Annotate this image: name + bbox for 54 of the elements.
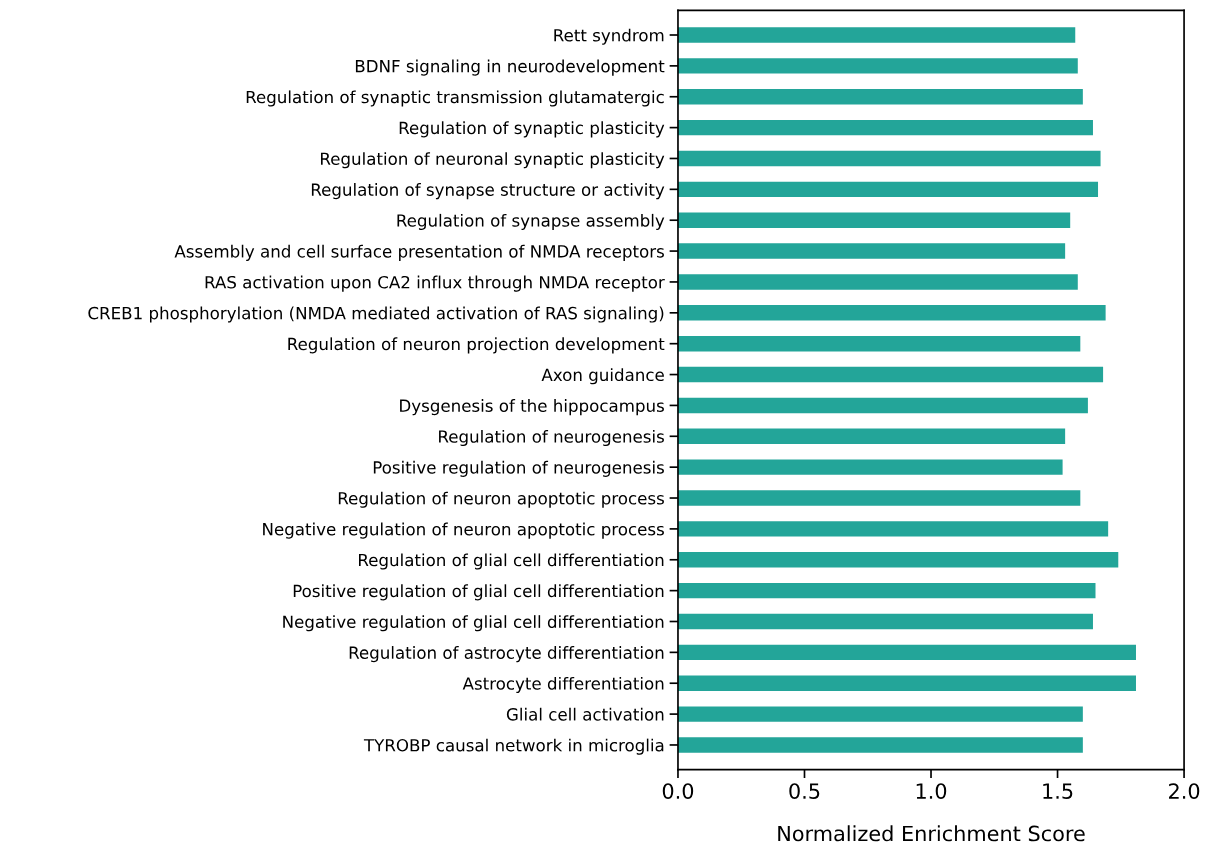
x-tick-label: 0.5 — [789, 783, 820, 799]
y-tick-label: Regulation of synapse structure or activity — [311, 183, 665, 200]
bar — [677, 335, 1081, 352]
bar — [677, 644, 1136, 661]
y-tick-label: RAS activation upon CA2 influx through NMDA receptor — [205, 275, 665, 292]
y-tick-label: Regulation of neurogenesis — [439, 429, 664, 447]
bar — [677, 212, 1071, 228]
y-tick-label: Negative regulation of neuron apoptotic process — [263, 522, 664, 539]
y-tick-label: Regulation of neuronal synaptic plasticity — [321, 152, 665, 169]
bar — [677, 613, 1093, 630]
bar — [677, 58, 1078, 74]
y-tick-label: CREB1 phosphorylation (NMDA mediated activation of RAS signaling) — [88, 306, 664, 323]
y-tick-label: BDNF signaling in neurodevelopment — [355, 59, 665, 76]
y-tick-label: Dysgenesis of the hippocampus — [400, 399, 664, 416]
y-tick-label: Positive regulation of neurogenesis — [373, 460, 664, 477]
x-tick-label: 2.0 — [1169, 783, 1200, 799]
bar — [677, 243, 1066, 259]
x-tick-label: 1.5 — [1043, 783, 1073, 799]
y-tick-label: Regulation of synaptic plasticity — [399, 121, 665, 138]
y-tick-label: Rett syndrom — [554, 28, 664, 45]
bar — [677, 582, 1096, 599]
bar — [677, 181, 1099, 198]
bar — [677, 150, 1101, 167]
y-tick-label: Astrocyte differentiation — [462, 676, 664, 694]
x-axis-title: Normalized Enrichment Score — [778, 825, 1085, 842]
y-tick-label: Negative regulation of glial cell differentiation — [283, 615, 664, 632]
bar — [677, 737, 1083, 753]
bar — [677, 366, 1104, 383]
y-tick-label: Regulation of synaptic transmission glutamatergic — [246, 90, 664, 107]
y-tick-label: Regulation of neuron apoptotic process — [338, 491, 664, 508]
bar — [677, 490, 1081, 506]
bar — [677, 305, 1106, 321]
y-tick-label: Axon guidance — [541, 368, 664, 385]
y-tick-label: Regulation of astrocyte differentiation — [349, 646, 664, 663]
bar — [677, 552, 1119, 568]
y-tick-label: Regulation of glial cell differentiation — [359, 553, 664, 570]
bar — [677, 675, 1136, 691]
y-tick-label: Positive regulation of glial cell differentiation — [293, 584, 664, 601]
x-tick-label: 1.0 — [916, 783, 947, 799]
bar — [677, 27, 1076, 43]
bar — [677, 119, 1093, 136]
y-tick-label: Assembly and cell surface presentation of NMDA receptors — [174, 244, 664, 261]
bar — [677, 274, 1078, 290]
bar — [677, 521, 1109, 537]
bar — [677, 397, 1088, 414]
bar — [677, 706, 1083, 722]
y-tick-label: Regulation of neuron projection development — [288, 337, 665, 354]
bar — [677, 428, 1066, 445]
bar — [677, 459, 1063, 475]
bar — [677, 89, 1083, 105]
y-tick-label: Glial cell activation — [506, 707, 664, 721]
x-tick-label: 0.0 — [662, 783, 694, 799]
y-tick-label: Regulation of synapse assembly — [397, 213, 665, 231]
y-tick-label: TYROBP causal network in microglia — [363, 738, 664, 755]
